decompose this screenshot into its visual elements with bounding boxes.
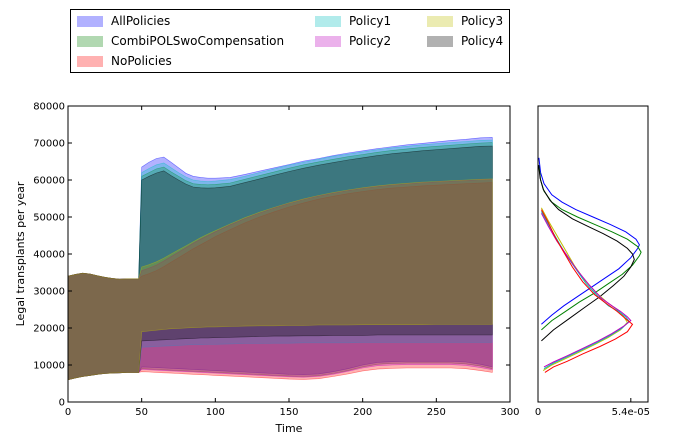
x-tick-label: 50: [135, 407, 148, 418]
x-tick-label: 300: [500, 407, 519, 418]
main-axes: 0 50 100 150 200 250 300 0 10000 20000 30000 40000 5…: [33, 102, 519, 419]
legend-label: Policy3: [461, 14, 504, 28]
plot-background: [68, 106, 510, 402]
side-x-tick-label: 5.4e-05: [612, 407, 650, 418]
legend-swatch: [77, 35, 103, 47]
y-tick-label: 70000: [33, 139, 65, 150]
legend-item-policy3: Policy3: [427, 13, 503, 29]
legend-item-policy2: Policy2: [315, 33, 391, 49]
legend-item-nopolicies: NoPolicies: [77, 53, 172, 69]
area-policy4: [67, 145, 493, 381]
legend-item-policy4: Policy4: [427, 33, 503, 49]
legend-swatch: [427, 15, 453, 27]
legend-swatch: [77, 15, 103, 27]
x-tick-label: 250: [427, 407, 446, 418]
side-x-tick-label: 0: [535, 407, 541, 418]
y-tick-label: 10000: [33, 361, 65, 372]
y-tick-label: 60000: [33, 176, 65, 187]
legend-item-policy1: Policy1: [315, 13, 391, 29]
legend-swatch: [427, 35, 453, 47]
legend-label: NoPolicies: [111, 54, 172, 68]
legend-item-allpolicies: AllPolicies: [77, 13, 170, 29]
density-line-policy4: [538, 165, 635, 342]
x-tick-label: 0: [65, 407, 71, 418]
density-line-policy3: [540, 207, 629, 372]
y-tick-label: 40000: [33, 250, 65, 261]
x-axis-label: Time: [275, 422, 303, 434]
legend-label: Policy4: [461, 34, 504, 48]
x-tick-label: 150: [279, 407, 298, 418]
x-tick-label: 200: [353, 407, 372, 418]
side-plot-frame: [537, 105, 649, 403]
area-policy2: [67, 178, 493, 381]
main-plot-area: [67, 106, 510, 402]
y-tick-label: 30000: [33, 287, 65, 298]
density-line-allpolicies: [538, 157, 640, 325]
area-nopolicies: [67, 182, 493, 381]
legend-item-combipolswocompensation: CombiPOLSwoCompensation: [77, 33, 284, 49]
y-tick-label: 80000: [33, 102, 65, 113]
y-axis-label: Legal transplants per year: [14, 181, 27, 326]
legend-swatch: [315, 35, 341, 47]
legend-label: Policy2: [349, 34, 392, 48]
density-line-policy2: [540, 213, 632, 368]
legend-swatch: [315, 15, 341, 27]
y-tick-label: 50000: [33, 213, 65, 224]
side-axes: 0 5.4e-05: [535, 105, 650, 418]
chart-legend: AllPolicies CombiPOLSwoCompensation NoPo…: [70, 9, 510, 73]
side-density-plot: [538, 157, 642, 373]
y-tick-label: 20000: [33, 324, 65, 335]
legend-label: Policy1: [349, 14, 392, 28]
legend-label: CombiPOLSwoCompensation: [111, 34, 285, 48]
legend-label: AllPolicies: [111, 14, 171, 28]
x-tick-label: 100: [206, 407, 225, 418]
density-line-nopolicies: [540, 209, 634, 373]
area-policy3: [67, 178, 493, 381]
y-tick-label: 0: [59, 398, 65, 409]
legend-swatch: [77, 55, 103, 67]
